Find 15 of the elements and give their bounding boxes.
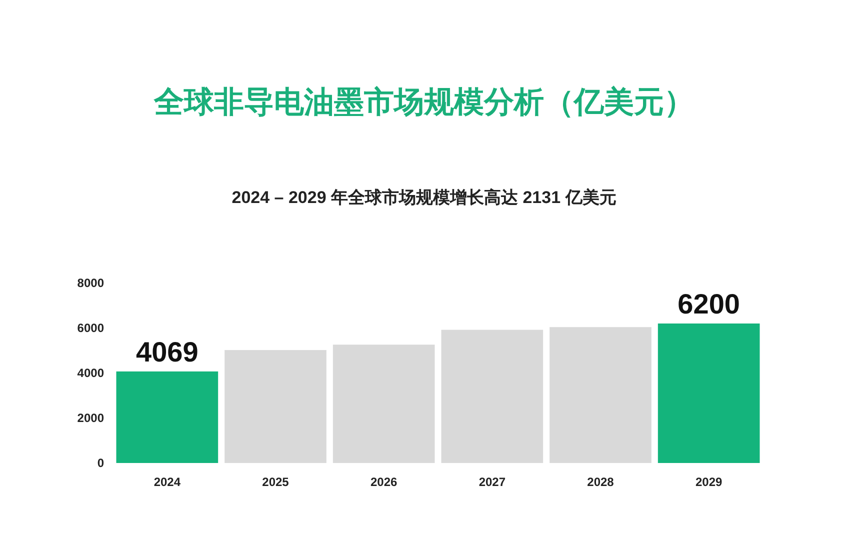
x-tick-label: 2024: [154, 475, 181, 489]
y-tick-label: 4000: [77, 366, 104, 380]
x-tick-label: 2028: [587, 475, 614, 489]
chart-subtitle: 2024 – 2029 年全球市场规模增长高达 2131 亿美元: [232, 188, 616, 207]
data-label: 4069: [136, 336, 198, 368]
chart-title: 全球非导电油墨市场规模分析（亿美元）: [153, 85, 694, 119]
x-tick-label: 2025: [262, 475, 290, 489]
y-tick-label: 2000: [77, 411, 104, 425]
y-tick-label: 0: [97, 456, 104, 470]
y-tick-label: 6000: [77, 321, 104, 335]
x-tick-label: 2026: [370, 475, 398, 489]
y-tick-label: 8000: [77, 276, 104, 290]
x-tick-label: 2029: [695, 475, 723, 489]
x-tick-label: 2027: [478, 475, 506, 489]
data-label: 6200: [678, 288, 740, 320]
